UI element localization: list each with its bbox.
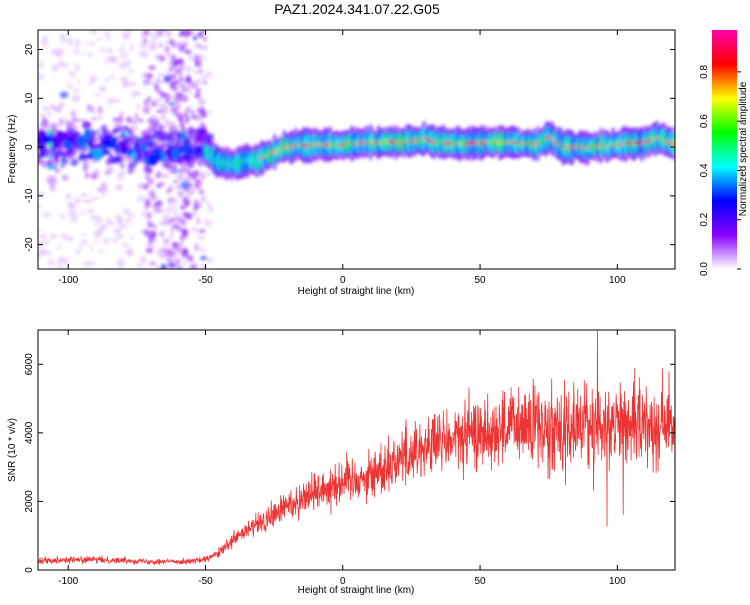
spectrogram-ytick-label: 0 <box>24 144 35 150</box>
spectrogram-xlabel: Height of straight line (km) <box>298 286 415 297</box>
colorbar-label: Normalized spectral amplitude <box>738 81 749 216</box>
snr-frame <box>37 329 676 571</box>
colorbar-tick-label: 0.0 <box>699 262 710 276</box>
spectrogram-ytick-label: 20 <box>24 44 35 56</box>
snr-xtick-label: 0 <box>340 576 346 587</box>
snr-xtick-label: -50 <box>198 576 213 587</box>
chart-title: PAZ1.2024.341.07.22.G05 <box>274 1 440 17</box>
snr-xtick-label: 100 <box>609 576 626 587</box>
spectrogram-xtick-label: -100 <box>58 275 78 286</box>
snr-panel: -100 -50 0 50 100 0 2000 4000 6000 Height of str… <box>7 329 676 596</box>
spectrogram-ytick-label: -20 <box>24 237 35 252</box>
snr-ytick-label: 6000 <box>24 353 35 376</box>
colorbar-gradient <box>712 30 737 269</box>
colorbar-tick-label: 0.2 <box>699 212 710 226</box>
spectrogram-frame <box>37 29 676 270</box>
spectrogram-xtick-label: 100 <box>609 275 626 286</box>
spectrogram-xtick-label: 50 <box>474 275 486 286</box>
spectrogram-ytick-label: 10 <box>24 92 35 104</box>
snr-xtick-label: 50 <box>474 576 486 587</box>
snr-ytick-label: 2000 <box>24 490 35 513</box>
colorbar: 0.0 0.2 0.4 0.6 0.8 Normalized spectral ampl… <box>699 30 749 276</box>
spectrogram-xtick-label: 0 <box>340 275 346 286</box>
colorbar-tick-label: 0.4 <box>699 163 710 177</box>
colorbar-tick-label: 0.8 <box>699 64 710 78</box>
spectrogram-ytick-label: -10 <box>24 188 35 203</box>
snr-xlabel: Height of straight line (km) <box>298 585 415 596</box>
snr-xtick-label: -100 <box>58 576 78 587</box>
colorbar-tick-label: 0.6 <box>699 114 710 128</box>
spectrogram-ylabel: Frequency (Hz) <box>7 115 18 184</box>
spectrogram-xtick-label: -50 <box>198 275 213 286</box>
snr-ylabel: SNR (10 * v/v) <box>7 418 18 482</box>
snr-ytick-label: 4000 <box>24 421 35 444</box>
snr-ytick-label: 0 <box>24 567 35 573</box>
snr-series-line <box>38 330 675 566</box>
